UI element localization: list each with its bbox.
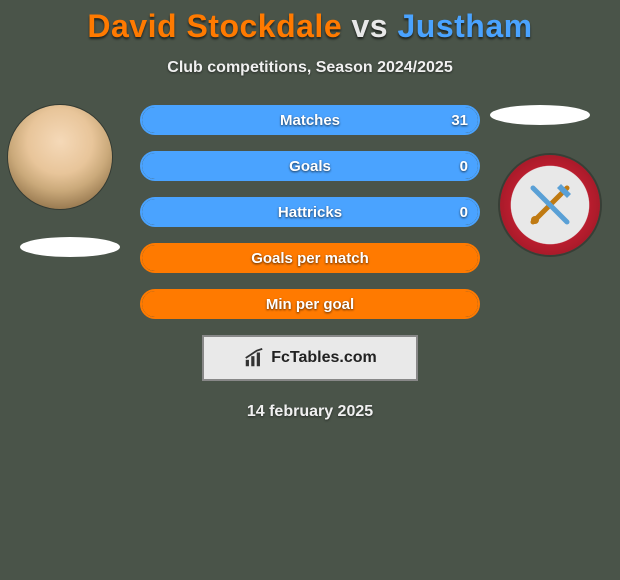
brand-text: FcTables.com bbox=[271, 349, 377, 367]
stat-label: Hattricks bbox=[142, 199, 478, 225]
vs-text: vs bbox=[352, 8, 389, 44]
crossed-tools-icon bbox=[525, 180, 575, 230]
stat-value-right: 31 bbox=[451, 107, 468, 133]
date-text: 14 february 2025 bbox=[0, 403, 620, 421]
stat-label: Goals bbox=[142, 153, 478, 179]
stat-label: Matches bbox=[142, 107, 478, 133]
stat-row: Goals0 bbox=[140, 151, 480, 181]
stats-list: Matches31Goals0Hattricks0Goals per match… bbox=[140, 105, 480, 319]
player2-name: Justham bbox=[397, 8, 532, 44]
stat-label: Min per goal bbox=[142, 291, 478, 317]
stat-label: Goals per match bbox=[142, 245, 478, 271]
stat-row: Goals per match bbox=[140, 243, 480, 273]
comparison-title: David Stockdale vs Justham bbox=[0, 0, 620, 45]
stat-row: Min per goal bbox=[140, 289, 480, 319]
player2-club-placeholder bbox=[490, 105, 590, 125]
chart-icon bbox=[243, 347, 265, 369]
player1-avatar bbox=[8, 105, 112, 209]
stat-row: Hattricks0 bbox=[140, 197, 480, 227]
player1-name: David Stockdale bbox=[87, 8, 342, 44]
stat-row: Matches31 bbox=[140, 105, 480, 135]
player2-club-badge bbox=[500, 155, 600, 255]
stat-value-right: 0 bbox=[460, 153, 468, 179]
player1-club-badge bbox=[20, 237, 120, 257]
subtitle: Club competitions, Season 2024/2025 bbox=[0, 59, 620, 77]
content-area: Matches31Goals0Hattricks0Goals per match… bbox=[0, 105, 620, 421]
stat-value-right: 0 bbox=[460, 199, 468, 225]
brand-box[interactable]: FcTables.com bbox=[202, 335, 418, 381]
